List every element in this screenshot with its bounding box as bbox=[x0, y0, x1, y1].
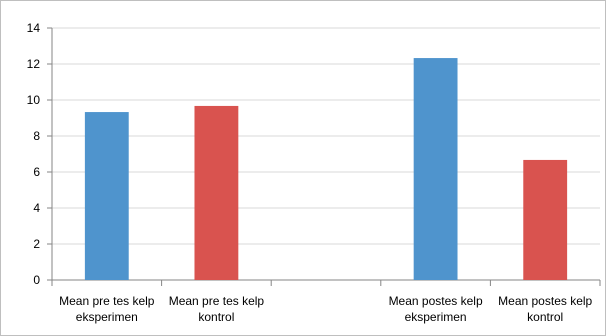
category-label: Mean postes kelp bbox=[389, 294, 483, 308]
bar bbox=[413, 58, 458, 281]
category-label: Mean postes kelp bbox=[498, 294, 592, 308]
bars bbox=[84, 58, 568, 281]
y-tick-label: 8 bbox=[33, 129, 40, 143]
category-label: eksperimen bbox=[76, 310, 138, 324]
category-label: eksperimen bbox=[405, 310, 467, 324]
bar bbox=[194, 105, 239, 280]
y-tick-label: 2 bbox=[33, 237, 40, 251]
y-tick-label: 6 bbox=[33, 165, 40, 179]
category-label: kontrol bbox=[198, 310, 234, 324]
y-tick-label: 12 bbox=[27, 57, 41, 71]
x-axis bbox=[51, 28, 601, 286]
category-label: Mean pre tes kelp bbox=[59, 294, 155, 308]
category-labels: Mean pre tes kelp eksperimen Mean pre tes … bbox=[59, 294, 592, 324]
y-tick-label: 10 bbox=[27, 93, 41, 107]
category-label: kontrol bbox=[527, 310, 563, 324]
bar bbox=[84, 112, 129, 280]
category-label: Mean pre tes kelp bbox=[169, 294, 265, 308]
bar bbox=[523, 159, 568, 280]
y-tick-label: 14 bbox=[27, 21, 41, 35]
y-tick-label: 4 bbox=[33, 201, 40, 215]
y-tick-label: 0 bbox=[33, 273, 40, 287]
y-axis-ticks: 0 2 4 6 8 10 12 14 bbox=[27, 21, 52, 287]
